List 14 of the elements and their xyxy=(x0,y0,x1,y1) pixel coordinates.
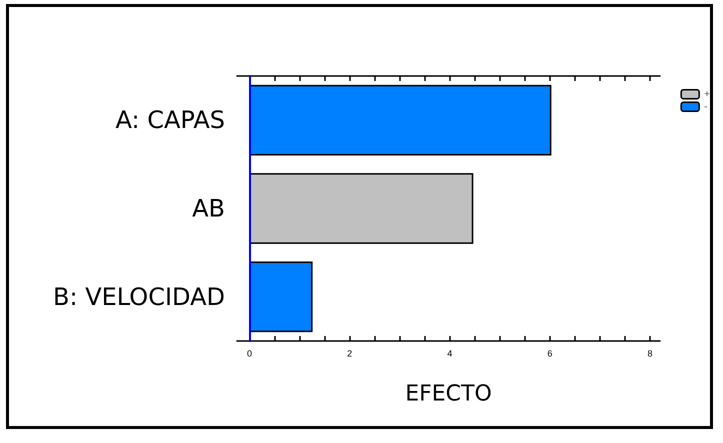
y-tick-label: A: CAPAS xyxy=(116,106,225,134)
legend-label: - xyxy=(704,101,708,112)
bar xyxy=(250,173,474,244)
bar xyxy=(250,262,313,332)
y-tick-label: AB xyxy=(192,194,225,222)
x-tick-label: 4 xyxy=(447,348,452,358)
x-tick-label: 6 xyxy=(547,348,552,358)
x-tick-label: 8 xyxy=(647,348,652,358)
y-tick-label: B: VELOCIDAD xyxy=(53,282,225,311)
x-tick-label: 0 xyxy=(247,348,252,358)
x-axis-title: EFECTO xyxy=(405,382,492,406)
legend-label: + xyxy=(704,88,710,100)
bar xyxy=(250,84,552,156)
x-tick-label: 2 xyxy=(347,348,352,358)
